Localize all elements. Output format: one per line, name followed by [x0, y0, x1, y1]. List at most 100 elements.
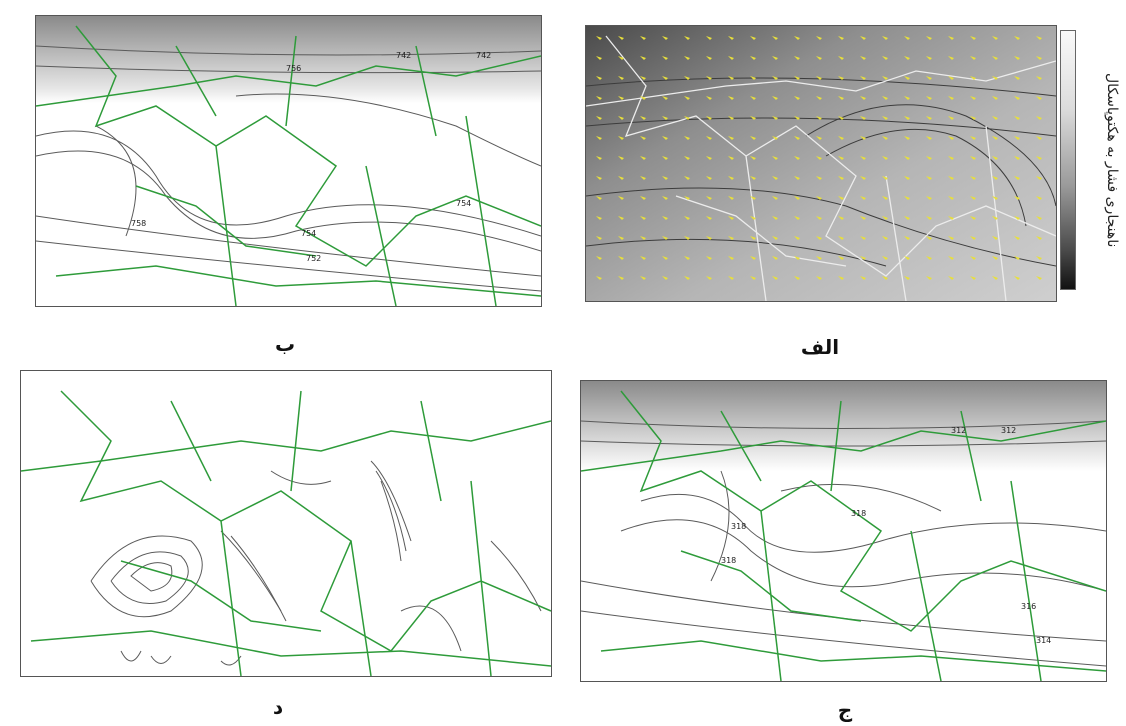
- wind-arrow: [794, 256, 800, 260]
- wind-arrow: [882, 96, 888, 100]
- wind-arrow: [816, 236, 822, 240]
- wind-arrow: [948, 176, 954, 180]
- wind-arrow: [1036, 276, 1042, 280]
- wind-arrow: [970, 176, 976, 180]
- wind-arrow: [1014, 76, 1020, 80]
- wind-arrow: [882, 196, 888, 200]
- wind-arrow: [728, 36, 734, 40]
- wind-arrow: [816, 56, 822, 60]
- contour-label: 316: [1021, 602, 1036, 611]
- contour-label: 318: [851, 509, 866, 518]
- wind-arrow: [618, 276, 624, 280]
- contour-map-be: 742 742 756 758 754 754 752: [36, 16, 541, 306]
- wind-arrow: [750, 216, 756, 220]
- caption-dal: د: [272, 695, 284, 719]
- wind-arrow: [838, 96, 844, 100]
- wind-arrow: [860, 276, 866, 280]
- wind-arrow: [1014, 56, 1020, 60]
- wind-arrow: [816, 96, 822, 100]
- wind-arrow: [772, 236, 778, 240]
- wind-arrow: [640, 256, 646, 260]
- wind-arrow: [706, 136, 712, 140]
- wind-arrow: [970, 116, 976, 120]
- wind-arrow: [728, 256, 734, 260]
- wind-arrow: [816, 76, 822, 80]
- wind-arrow: [728, 136, 734, 140]
- wind-arrow: [1036, 256, 1042, 260]
- contour-label: 752: [306, 254, 321, 263]
- wind-arrow: [728, 156, 734, 160]
- wind-arrow: [1036, 196, 1042, 200]
- wind-arrow: [838, 116, 844, 120]
- wind-arrow: [860, 236, 866, 240]
- wind-arrow: [860, 196, 866, 200]
- wind-arrow: [992, 56, 998, 60]
- wind-arrow: [1036, 116, 1042, 120]
- wind-arrow: [1036, 56, 1042, 60]
- wind-arrow: [728, 236, 734, 240]
- wind-arrow: [596, 96, 602, 100]
- pressure-anomaly-map-alef: [586, 26, 1056, 301]
- wind-arrow: [750, 136, 756, 140]
- wind-arrow: [662, 256, 668, 260]
- wind-arrow: [706, 216, 712, 220]
- wind-arrow: [838, 76, 844, 80]
- wind-arrow: [904, 276, 910, 280]
- wind-arrow: [662, 116, 668, 120]
- wind-arrow: [948, 276, 954, 280]
- wind-arrow: [750, 196, 756, 200]
- wind-arrow: [728, 56, 734, 60]
- caption-jim: ج: [837, 698, 853, 722]
- contour-label: 758: [131, 219, 146, 228]
- wind-arrow: [794, 76, 800, 80]
- wind-arrow: [706, 256, 712, 260]
- contour-label: 742: [476, 51, 491, 60]
- wind-arrow: [640, 76, 646, 80]
- wind-arrow: [618, 216, 624, 220]
- wind-arrow: [618, 236, 624, 240]
- wind-arrow: [1014, 236, 1020, 240]
- wind-arrow: [706, 76, 712, 80]
- wind-arrow: [640, 276, 646, 280]
- wind-arrow: [948, 196, 954, 200]
- wind-arrow: [640, 136, 646, 140]
- wind-arrow: [794, 276, 800, 280]
- contour-map-jim: 312 318 312 318 318 316 314: [581, 381, 1106, 681]
- wind-arrow: [728, 216, 734, 220]
- wind-arrow: [860, 156, 866, 160]
- contour-label: 312: [1001, 426, 1016, 435]
- wind-arrow: [970, 56, 976, 60]
- wind-arrow: [596, 256, 602, 260]
- wind-arrow: [640, 56, 646, 60]
- wind-arrow: [794, 196, 800, 200]
- wind-arrow: [684, 116, 690, 120]
- wind-arrow: [772, 136, 778, 140]
- wind-arrow: [816, 256, 822, 260]
- wind-arrow: [838, 276, 844, 280]
- wind-arrow: [1014, 196, 1020, 200]
- wind-arrow: [1036, 136, 1042, 140]
- colorbar-title: ناهنجاری فشار به هکتوپاسکال: [1104, 72, 1120, 248]
- wind-arrow: [618, 256, 624, 260]
- wind-arrow: [860, 136, 866, 140]
- wind-arrow: [1014, 96, 1020, 100]
- wind-arrow: [596, 136, 602, 140]
- wind-arrow: [816, 176, 822, 180]
- wind-arrow: [1014, 156, 1020, 160]
- map-panel-jim: 312 318 312 318 318 316 314: [580, 380, 1107, 682]
- wind-arrow: [926, 56, 932, 60]
- wind-arrow: [838, 136, 844, 140]
- wind-arrow: [772, 176, 778, 180]
- wind-arrow: [904, 176, 910, 180]
- wind-arrow: [1014, 136, 1020, 140]
- wind-arrow: [684, 216, 690, 220]
- wind-arrow: [926, 76, 932, 80]
- wind-arrow: [992, 116, 998, 120]
- wind-arrow: [662, 76, 668, 80]
- wind-arrow: [772, 36, 778, 40]
- wind-arrow: [926, 216, 932, 220]
- wind-arrow: [640, 236, 646, 240]
- wind-arrow: [794, 176, 800, 180]
- wind-arrow: [860, 116, 866, 120]
- wind-arrow: [992, 136, 998, 140]
